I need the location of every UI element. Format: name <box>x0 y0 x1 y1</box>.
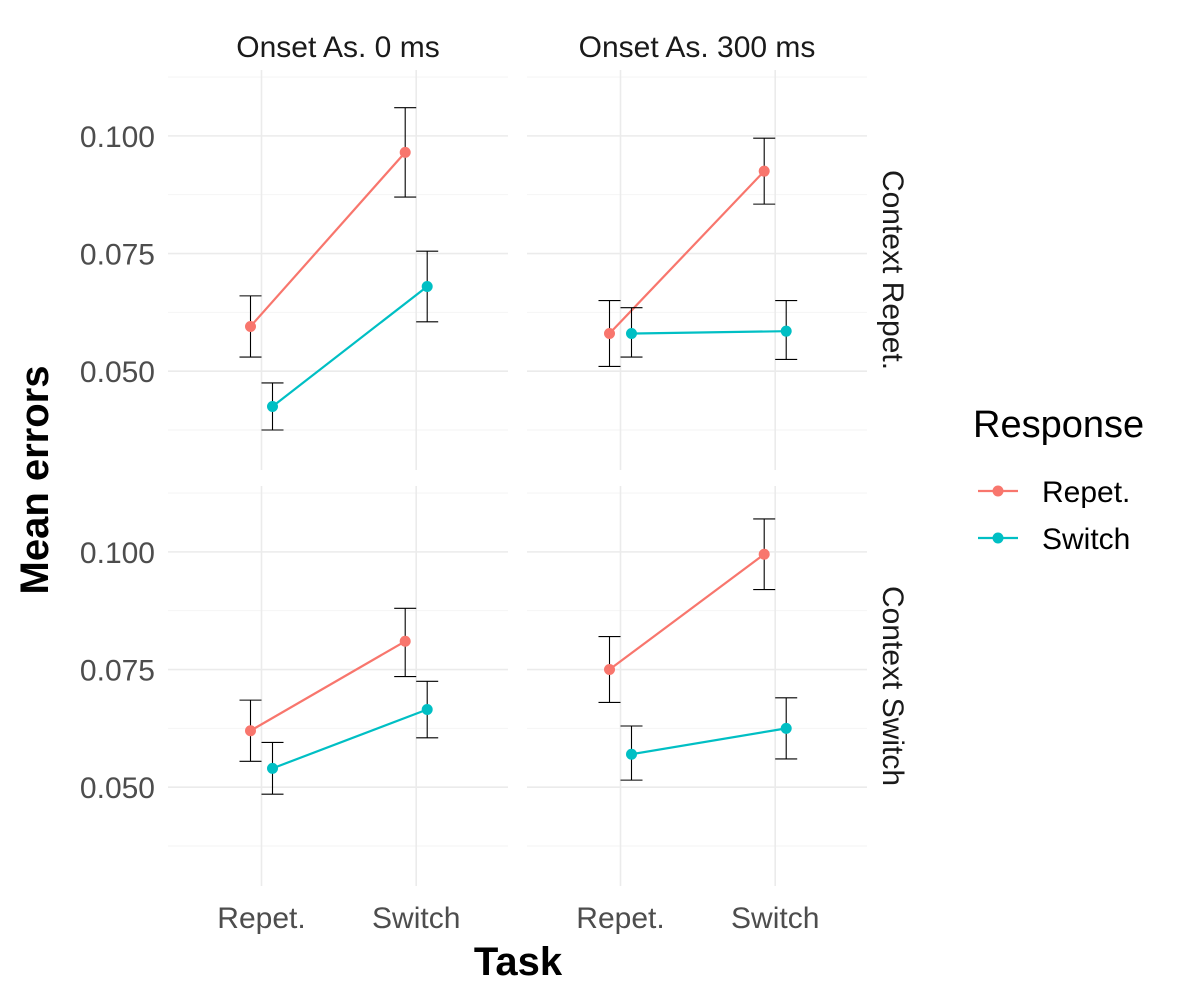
series-repet- <box>598 137 776 368</box>
data-point <box>267 762 278 774</box>
series-line <box>271 285 428 408</box>
series-repet- <box>598 518 776 704</box>
series-repet- <box>239 107 417 358</box>
panels-layer <box>168 70 867 886</box>
panel-background <box>168 486 508 886</box>
facet-column-label: Onset As. 0 ms <box>236 31 439 64</box>
y-axis-title: Mean errors <box>13 366 57 595</box>
legend-key-point <box>992 485 1004 497</box>
data-point <box>399 146 411 158</box>
series-line <box>608 170 765 335</box>
legend-key-point <box>992 532 1004 544</box>
data-point <box>245 725 256 737</box>
legend-entries: Repet. Switch <box>978 476 1130 556</box>
data-point <box>626 328 637 340</box>
panel-1-1 <box>168 70 508 470</box>
series-repet- <box>239 607 417 762</box>
panel-2-1 <box>168 486 508 886</box>
strips-layer: Onset As. 0 ms Onset As. 300 ms Context Re… <box>236 31 909 786</box>
data-point <box>267 400 278 412</box>
x-axis-title: Task <box>474 940 563 984</box>
y-tick-label: 0.050 <box>80 356 155 389</box>
panel-2-2 <box>527 486 867 886</box>
series-line <box>631 727 787 756</box>
x-tick-label: Repet. <box>217 902 305 935</box>
x-tick-label: Repet. <box>576 902 664 935</box>
data-point <box>421 704 433 716</box>
data-point <box>604 328 615 340</box>
legend-title: Response <box>973 404 1144 446</box>
data-point <box>626 748 637 760</box>
legend-entry: Switch <box>978 523 1130 556</box>
data-point <box>780 722 792 734</box>
data-point <box>421 280 433 292</box>
facet-column-label: Onset As. 300 ms <box>579 31 816 64</box>
legend-label: Repet. <box>1042 476 1130 509</box>
x-tick-label: Switch <box>372 902 460 935</box>
legend-label: Switch <box>1042 523 1130 556</box>
data-point <box>780 325 792 337</box>
data-point <box>758 548 770 560</box>
series-switch <box>261 250 439 431</box>
y-tick-label: 0.100 <box>80 537 155 570</box>
series-line <box>272 708 428 770</box>
series-line <box>608 553 765 671</box>
data-point <box>758 165 770 177</box>
data-point <box>399 635 411 647</box>
facet-row-label: Context Repet. <box>876 170 909 370</box>
series-switch <box>620 300 798 360</box>
data-point <box>604 664 615 676</box>
y-tick-label: 0.050 <box>80 772 155 805</box>
panel-1-2 <box>527 70 867 470</box>
series-line <box>249 151 407 328</box>
series-switch <box>620 697 798 781</box>
y-tick-label: 0.100 <box>80 121 155 154</box>
series-switch <box>261 680 439 795</box>
facet-row-label: Context Switch <box>876 586 909 786</box>
panel-background <box>527 70 867 470</box>
legend-entry: Repet. <box>978 476 1130 509</box>
data-point <box>245 320 256 332</box>
series-line <box>249 640 406 732</box>
y-tick-label: 0.075 <box>80 655 155 688</box>
y-tick-label: 0.075 <box>80 239 155 272</box>
x-tick-label: Switch <box>731 902 819 935</box>
legend: Response Repet. Switch <box>973 404 1144 556</box>
series-line <box>631 330 787 335</box>
axes-layer: 0.050 0.075 0.100 0.050 0.075 0.100 Repet. Swit… <box>80 121 819 935</box>
panel-background <box>527 486 867 886</box>
panel-background <box>168 70 508 470</box>
